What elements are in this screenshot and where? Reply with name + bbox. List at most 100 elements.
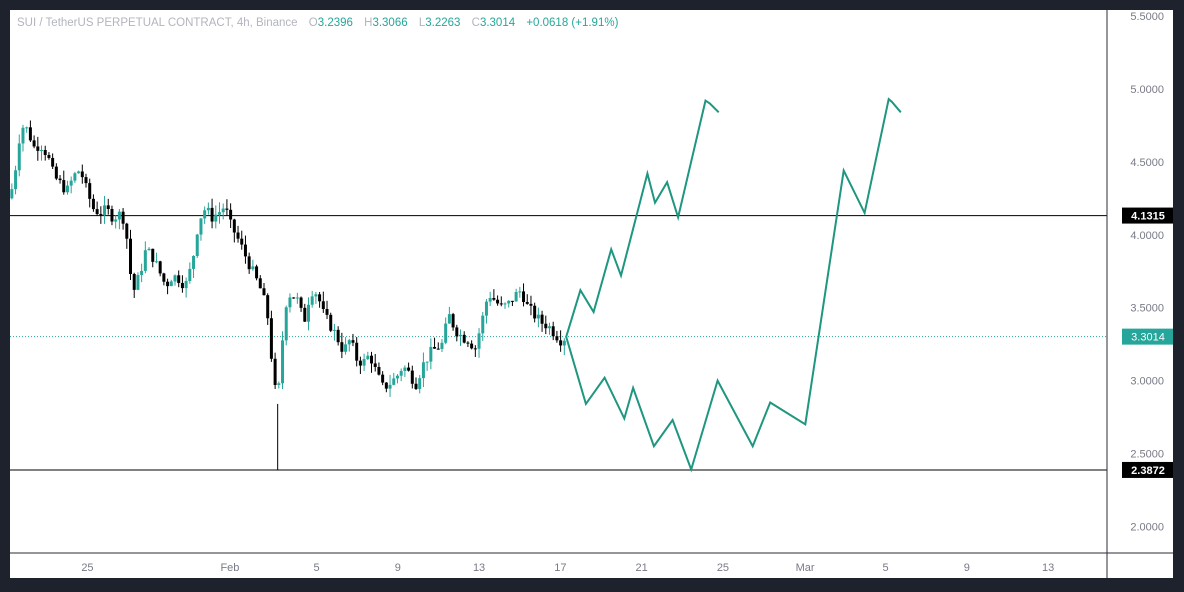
- candle-body: [192, 256, 196, 269]
- candle-body: [184, 280, 188, 289]
- candle-body: [229, 209, 233, 220]
- candle-body: [43, 149, 47, 155]
- candle-body: [166, 281, 170, 287]
- candle-body: [62, 180, 66, 193]
- open-value: 3.2396: [317, 17, 353, 29]
- last-price-tag: [1122, 328, 1173, 345]
- x-tick-label: 5: [882, 562, 888, 574]
- candle-body: [154, 261, 158, 263]
- candle-body: [462, 334, 466, 343]
- candle-body: [395, 375, 399, 379]
- high-value: 3.3066: [372, 17, 408, 29]
- candle-body: [447, 314, 451, 324]
- candle-body: [99, 214, 103, 216]
- candle-body: [507, 300, 511, 304]
- candle-body: [125, 223, 129, 239]
- close-value: 3.3014: [479, 17, 516, 29]
- candle-body: [140, 270, 144, 276]
- y-tick-label: 5.5000: [1130, 11, 1164, 23]
- candle-body: [488, 298, 492, 302]
- level-price-label: 4.1315: [1131, 211, 1165, 223]
- candle-body: [414, 383, 418, 389]
- candle-body: [358, 360, 362, 366]
- candle-body: [484, 301, 488, 316]
- candle-body: [329, 314, 333, 331]
- candle-body: [533, 305, 537, 319]
- candle-body: [292, 297, 296, 299]
- candle-body: [366, 355, 370, 360]
- candle-body: [151, 248, 155, 262]
- candle-body: [281, 340, 285, 384]
- close-label: C: [471, 17, 480, 29]
- candle-body: [370, 355, 374, 364]
- high-label: H: [364, 17, 373, 29]
- candle-body: [106, 205, 110, 209]
- candle-body: [117, 211, 121, 220]
- candle-body: [510, 300, 514, 302]
- candle-body: [88, 183, 92, 199]
- candle-body: [384, 382, 388, 389]
- candle-body: [114, 219, 118, 222]
- x-tick-label: 21: [636, 562, 648, 574]
- candle-body: [325, 309, 329, 315]
- candle-body: [399, 370, 403, 376]
- candle-body: [80, 171, 84, 178]
- candle-body: [459, 334, 463, 337]
- candle-body: [525, 302, 529, 304]
- candle-body: [436, 348, 440, 350]
- candle-body: [221, 208, 225, 213]
- candle-body: [481, 315, 485, 334]
- candle-body: [269, 318, 273, 359]
- candle-body: [295, 297, 299, 299]
- candle-body: [203, 210, 207, 219]
- chart-panel[interactable]: 2.0000 2.5000 3.0000 3.5000 4.0000 4.5000 5.00…: [10, 10, 1173, 578]
- level-price-tag: [1122, 207, 1173, 224]
- candle-body: [344, 344, 348, 352]
- candle-body: [255, 266, 259, 279]
- candle-body: [217, 212, 221, 215]
- candle-body: [10, 189, 14, 199]
- candle-body: [473, 348, 477, 350]
- candle-body: [136, 275, 140, 290]
- candle-body: [32, 140, 36, 147]
- candle-body: [425, 361, 429, 363]
- candle-body: [266, 295, 270, 319]
- candle-body: [206, 207, 210, 211]
- candle-body: [36, 146, 40, 151]
- y-tick-label: 4.5000: [1130, 157, 1164, 169]
- candle-body: [559, 340, 563, 346]
- candle-body: [110, 208, 114, 222]
- candle-body: [243, 244, 247, 257]
- candle-body: [121, 211, 125, 224]
- y-tick-label: 2.5000: [1130, 449, 1164, 461]
- candle-body: [355, 342, 359, 361]
- candle-body: [247, 256, 251, 270]
- candle-body: [336, 329, 340, 343]
- candle-body: [21, 127, 25, 144]
- projection-path-direct: [565, 98, 720, 338]
- candle-body: [73, 173, 77, 181]
- candle-body: [91, 198, 95, 210]
- candle-body: [177, 275, 181, 283]
- candle-body: [232, 219, 236, 233]
- low-label: L: [418, 17, 426, 29]
- candle-body: [503, 303, 507, 305]
- candlestick-chart[interactable]: 2.0000 2.5000 3.0000 3.5000 4.0000 4.5000 5.00…: [10, 10, 1173, 578]
- candle-body: [14, 170, 18, 190]
- candle-body: [17, 143, 21, 171]
- x-tick-label: 5: [313, 562, 319, 574]
- candle-body: [306, 304, 310, 322]
- candle-body: [258, 278, 262, 289]
- candle-body: [410, 370, 414, 384]
- candle-body: [433, 346, 437, 349]
- candle-body: [451, 314, 455, 328]
- x-tick-label: Mar: [796, 562, 815, 574]
- candle-body: [477, 333, 481, 349]
- candle-body: [240, 238, 244, 245]
- candle-body: [403, 367, 407, 371]
- candle-body: [347, 340, 351, 345]
- candle-body: [492, 298, 496, 300]
- candle-body: [555, 336, 559, 341]
- candle-body: [77, 171, 81, 174]
- candle-body: [466, 342, 470, 344]
